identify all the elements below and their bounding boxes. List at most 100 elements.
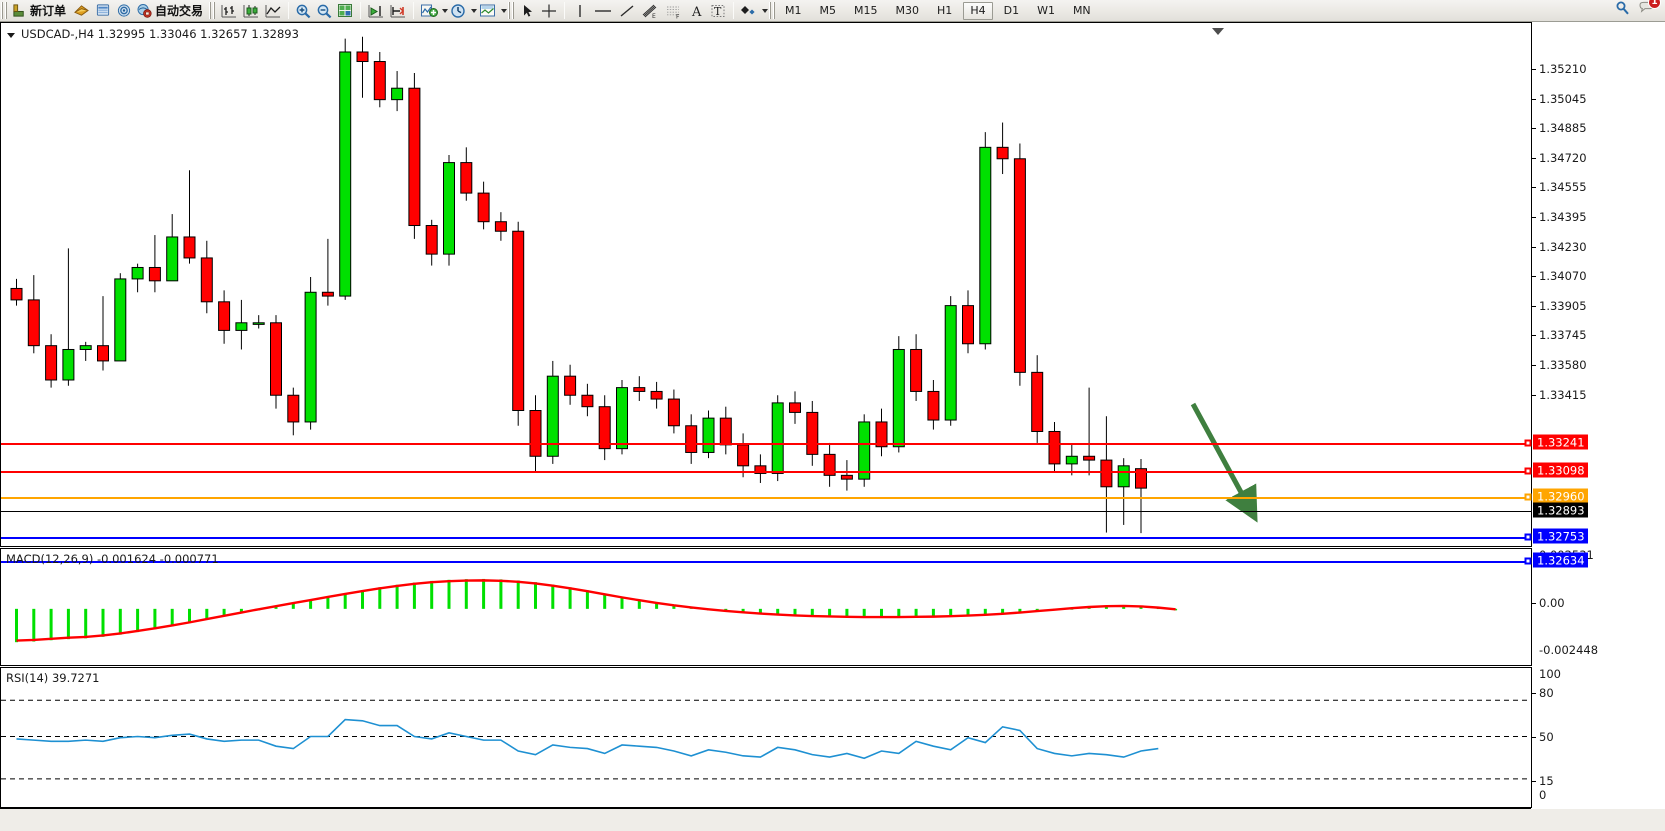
timeframe-m1[interactable]: M1 (785, 4, 802, 17)
search-button[interactable] (1614, 0, 1632, 22)
support-line-1-handle[interactable] (1524, 533, 1532, 541)
equidistant-channel-icon: E (642, 4, 657, 19)
autotrading-button[interactable]: 自动交易 (134, 1, 208, 21)
trendline-button[interactable] (616, 1, 638, 21)
price-axis-tick (1532, 187, 1536, 189)
toolbar-separator-2 (360, 2, 362, 19)
pivot-line[interactable] (1, 497, 1531, 499)
cursor-button[interactable] (517, 1, 538, 21)
tile-windows-button[interactable] (335, 1, 356, 21)
price-axis-label: 1.34885 (1539, 121, 1587, 136)
price-axis-label: 1.33745 (1539, 328, 1587, 343)
timeframe-mn[interactable]: MN (1072, 4, 1091, 17)
indicators-button[interactable] (418, 1, 440, 21)
toolbar-separator-4 (564, 2, 566, 19)
candlestick-chart-button[interactable] (240, 1, 262, 21)
timeframe-m15[interactable]: M15 (854, 4, 878, 17)
macd-axis-label: -0.002448 (1539, 643, 1599, 657)
toolbar-grip-4[interactable] (769, 2, 776, 19)
search-icon (1616, 1, 1629, 14)
macd-axis-label: 0.00 (1539, 596, 1565, 610)
vertical-line-button[interactable] (569, 1, 590, 21)
crosshair-button[interactable] (538, 1, 560, 21)
zoom-out-button[interactable] (314, 1, 335, 21)
toolbar-grip-2[interactable] (209, 2, 216, 19)
fibonacci-retracement-icon: F (667, 6, 680, 19)
chart-shift-icon (390, 4, 406, 17)
line-chart-button[interactable] (262, 1, 284, 21)
templates-dropdown-caret[interactable] (501, 8, 508, 13)
cursor-icon (523, 4, 532, 17)
text-label-button[interactable]: T (707, 1, 729, 21)
resistance-line-2[interactable] (1, 471, 1531, 473)
resistance-line-1[interactable] (1, 443, 1531, 445)
timeframe-h4[interactable]: H4 (963, 1, 993, 20)
timeframe-w1[interactable]: W1 (1037, 4, 1055, 17)
expert-advisor-button[interactable] (71, 1, 92, 21)
support-line-2-price-tag: 1.32634 (1533, 552, 1588, 568)
current-price-line-price-tag: 1.32893 (1533, 502, 1588, 518)
scroll-chart-end-icon (368, 4, 384, 17)
price-axis-label: 1.33415 (1539, 387, 1587, 402)
rsi-axis-label: 100 (1539, 667, 1561, 681)
new-order-label: 新订单 (30, 4, 67, 18)
text-button[interactable]: A (686, 1, 707, 21)
notifications-button[interactable]: 1 (1638, 0, 1661, 22)
down-arrow-annotation[interactable] (1, 23, 1531, 546)
drawing-objects-button[interactable] (738, 1, 760, 21)
resistance-line-1-handle[interactable] (1524, 439, 1532, 447)
toolbar-grip-1[interactable] (1, 2, 7, 19)
toolbar-right-group: 1 (1614, 0, 1665, 22)
navigator-button[interactable] (113, 1, 134, 21)
data-window-button[interactable] (92, 1, 113, 21)
rsi-axis-label: 50 (1539, 730, 1554, 744)
toolbar-grip-3[interactable] (508, 2, 515, 19)
rsi-axis-tick (1532, 693, 1536, 694)
price-axis-label: 1.34555 (1539, 180, 1587, 195)
templates-icon (480, 4, 496, 17)
resistance-line-2-handle[interactable] (1524, 467, 1532, 475)
timeframe-d1[interactable]: D1 (1003, 4, 1020, 17)
zoom-out-icon (317, 4, 332, 18)
macd-axis-tick (1532, 603, 1536, 604)
fibonacci-retracement-button[interactable]: F (662, 1, 686, 21)
price-axis-tick (1532, 394, 1536, 396)
price-axis-label: 1.34230 (1539, 239, 1587, 254)
price-axis-label: 1.33905 (1539, 298, 1587, 313)
rsi-label: RSI(14) 39.7271 (6, 671, 100, 685)
chart-workspace[interactable]: USDCAD-,H4 1.32995 1.33046 1.32657 1.328… (0, 22, 1665, 831)
rsi-pane[interactable]: RSI(14) 39.7271 (0, 667, 1531, 808)
support-line-1[interactable] (1, 537, 1531, 539)
symbol-ohlc-header: USDCAD-,H4 1.32995 1.33046 1.32657 1.328… (21, 27, 299, 41)
chart-menu-caret-icon[interactable] (7, 33, 15, 38)
period-dropdown-caret[interactable] (471, 8, 478, 13)
equidistant-channel-button[interactable]: E (638, 1, 662, 21)
pivot-line-handle[interactable] (1524, 493, 1532, 501)
macd-pane[interactable]: MACD(12,26,9) -0.001624 -0.000771 (0, 548, 1531, 666)
chart-shift-button[interactable] (387, 1, 409, 21)
current-price-line[interactable] (1, 511, 1531, 512)
period-button[interactable] (448, 1, 469, 21)
templates-button[interactable] (477, 1, 499, 21)
timeframe-h1[interactable]: H1 (937, 4, 953, 17)
timeframe-m5[interactable]: M5 (819, 4, 837, 17)
rsi-axis-label: 80 (1539, 686, 1554, 700)
support-line-1-price-tag: 1.32753 (1533, 528, 1588, 544)
support-line-2-handle[interactable] (1524, 557, 1532, 565)
bar-chart-button[interactable] (218, 1, 240, 21)
price-axis-tick (1532, 98, 1536, 100)
new-order-button[interactable]: 新订单 (10, 1, 71, 21)
support-line-2[interactable] (1, 561, 1531, 563)
price-axis-tick (1532, 365, 1536, 366)
timeframe-m30[interactable]: M30 (895, 4, 920, 17)
price-pane[interactable]: USDCAD-,H4 1.32995 1.33046 1.32657 1.328… (0, 22, 1532, 565)
price-axis[interactable]: 1.35210 1.35045 1.34885 1.34720 1.34555 1.343… (1531, 22, 1665, 567)
scroll-chart-end-button[interactable] (365, 1, 387, 21)
drawing-objects-dropdown-caret[interactable] (762, 8, 769, 13)
text-label-icon: T (711, 4, 725, 18)
resistance-line-2-price-tag: 1.33098 (1533, 462, 1588, 478)
horizontal-line-button[interactable] (590, 1, 616, 21)
zoom-in-button[interactable] (293, 1, 314, 21)
indicators-dropdown-caret[interactable] (442, 8, 449, 13)
trendline-icon (620, 4, 634, 17)
